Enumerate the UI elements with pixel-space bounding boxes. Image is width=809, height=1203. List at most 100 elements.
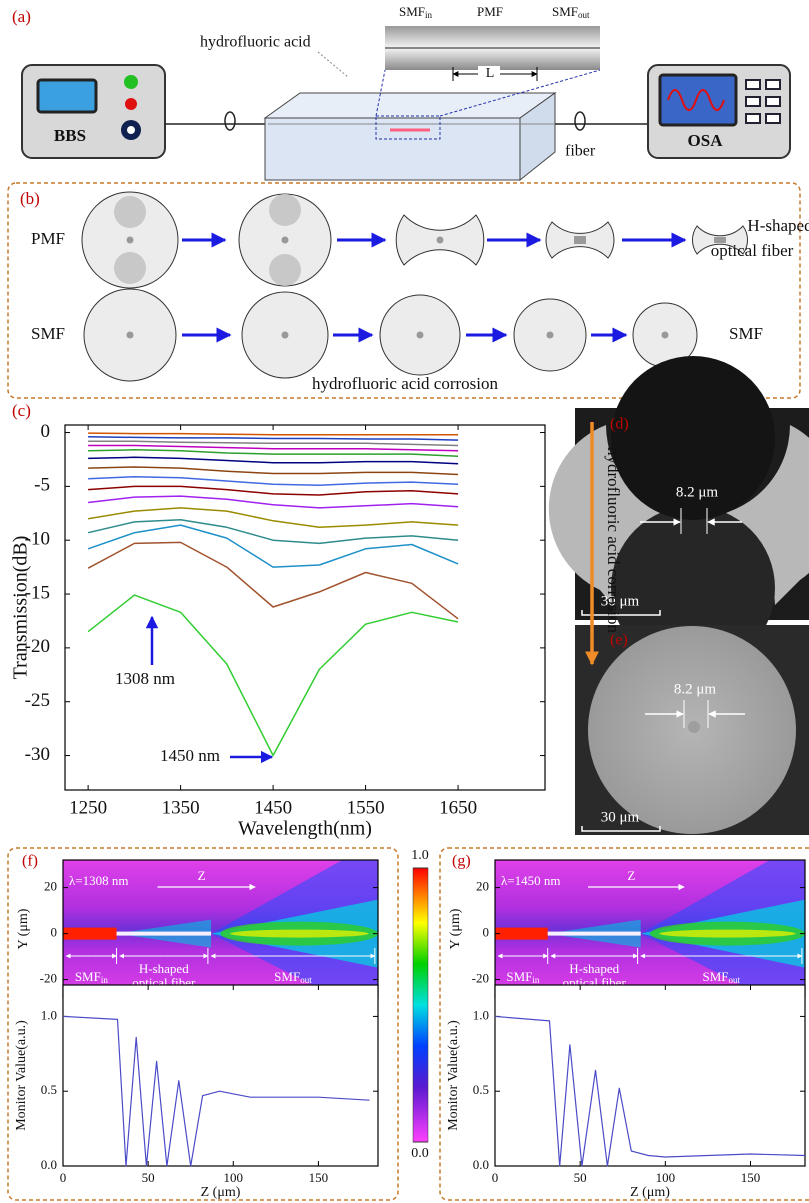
cores	[126, 236, 669, 339]
colorbar-label: 1.0	[411, 848, 429, 863]
panel-frame	[439, 847, 809, 1201]
panel-frame	[7, 182, 801, 399]
annotation: 1308 nm	[115, 669, 175, 688]
acid-label: hydrofluoric acid	[200, 34, 311, 51]
series-line	[87, 524, 459, 568]
osa-wave	[667, 89, 725, 111]
y-tick-label: 0	[51, 925, 58, 940]
y-tick-label: 20	[476, 879, 489, 894]
scale-label: 30 μm	[601, 593, 640, 609]
plot-frame	[494, 984, 806, 1167]
series-line	[62, 1015, 370, 1167]
fiber-cross-sections	[81, 191, 749, 382]
annotation: λ=1450 nm	[501, 873, 561, 888]
beam	[495, 927, 548, 940]
x-tick-label: 150	[309, 1170, 329, 1185]
beam	[229, 929, 369, 938]
series-line	[87, 507, 459, 529]
heatmap-field	[63, 860, 378, 998]
zoom-box	[375, 115, 441, 140]
x-tick-label: 1650	[439, 797, 477, 818]
result-label: SMF	[729, 324, 763, 343]
y-axis-label: Y (μm)	[448, 908, 463, 949]
x-tick-label: 50	[142, 1170, 155, 1185]
section-label: SMFin	[506, 969, 540, 985]
row-label: PMF	[31, 229, 65, 248]
length-label: L	[486, 66, 495, 81]
osa-label: OSA	[688, 131, 724, 150]
annotation: λ=1308 nm	[69, 873, 129, 888]
y-axis-label: Transmission(dB)	[10, 536, 32, 680]
bbs-screen	[36, 78, 98, 114]
plot-frame	[62, 984, 379, 1167]
y-tick-label: 0.0	[473, 1157, 489, 1172]
row-label: SMF	[31, 324, 65, 343]
knob	[127, 126, 135, 134]
series-line	[494, 1015, 806, 1167]
section-sub: out	[300, 975, 312, 985]
process-arrows	[182, 232, 687, 343]
y-tick-label: 0.0	[41, 1157, 57, 1172]
y-axis-label: Y (μm)	[16, 908, 31, 949]
section-label: SMFout	[274, 969, 312, 985]
panel-label: (d)	[610, 416, 629, 433]
y-tick-label: -20	[472, 971, 489, 986]
label-bg	[478, 66, 500, 80]
section-text: SMF	[703, 969, 729, 984]
y-tick-label: 0.5	[41, 1082, 57, 1097]
x-tick-label: 1450	[254, 797, 292, 818]
inset-label: PMF	[477, 4, 503, 19]
sem-core	[688, 721, 700, 733]
y-axis-label: Monitor Value(a.u.)	[446, 1020, 461, 1131]
annotation: Z	[627, 868, 635, 883]
osa-buttons	[745, 79, 781, 124]
series-line	[88, 449, 459, 457]
sem-void	[611, 356, 775, 520]
fiber-label: fiber	[565, 143, 596, 160]
y-tick-label: 20	[44, 879, 57, 894]
y-tick-label: 0	[483, 925, 490, 940]
section-sub: in	[532, 975, 540, 985]
series-line	[88, 466, 459, 476]
inset-label: SMFout	[552, 4, 590, 20]
scale-bar	[581, 826, 661, 832]
x-tick-label: 50	[574, 1170, 587, 1185]
y-tick-label: 0	[41, 421, 51, 442]
colorbar	[412, 867, 429, 1143]
x-tick-label: 1550	[347, 797, 385, 818]
led	[124, 75, 138, 89]
annotation: Z	[198, 868, 206, 883]
result-label: H-shaped	[747, 216, 809, 235]
beam	[116, 931, 212, 936]
x-tick-label: 1350	[162, 797, 200, 818]
scale-bar	[581, 610, 661, 616]
y-axis-label: Monitor Value(a.u.)	[14, 1020, 29, 1131]
y-tick-label: -30	[25, 744, 50, 765]
series-line	[88, 436, 459, 441]
y-tick-label: 1.0	[41, 1007, 57, 1022]
series-line	[88, 495, 459, 509]
y-tick-label: -5	[34, 475, 50, 496]
beam	[63, 927, 117, 940]
leader	[317, 51, 349, 78]
panel-frame	[7, 847, 399, 1201]
zoom-line	[439, 69, 601, 117]
osa-screen	[658, 73, 738, 127]
section-sub: in	[101, 975, 109, 985]
x-tick-label: 100	[224, 1170, 244, 1185]
x-tick-label: 1250	[69, 797, 107, 818]
x-tick-label: 0	[492, 1170, 499, 1185]
dimension: 8.2 μm	[674, 681, 717, 697]
plot-frame	[64, 424, 546, 791]
section-text: SMF	[274, 969, 300, 984]
beam	[659, 929, 796, 938]
x-axis-label: Wavelength(nm)	[238, 818, 372, 840]
section-text: SMF	[506, 969, 532, 984]
result-label: optical fiber	[711, 241, 794, 260]
y-tick-label: -25	[25, 690, 50, 711]
section-label: SMFin	[75, 969, 109, 985]
tank-front	[264, 117, 521, 181]
section-text: SMF	[75, 969, 101, 984]
section-label: H-shaped	[569, 961, 619, 976]
